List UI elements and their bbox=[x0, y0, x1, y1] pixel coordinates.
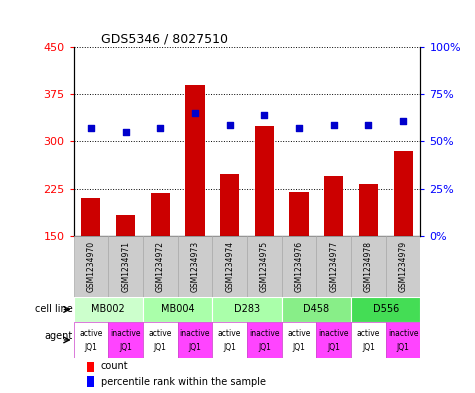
Bar bbox=[212, 322, 247, 358]
Bar bbox=[289, 192, 309, 236]
Text: JQ1: JQ1 bbox=[154, 343, 167, 352]
Bar bbox=[178, 236, 212, 297]
Text: JQ1: JQ1 bbox=[327, 343, 340, 352]
Bar bbox=[108, 322, 143, 358]
Bar bbox=[351, 297, 420, 322]
Bar bbox=[359, 184, 378, 236]
Point bbox=[365, 121, 372, 128]
Text: MB002: MB002 bbox=[91, 305, 125, 314]
Bar bbox=[316, 236, 351, 297]
Text: GSM1234972: GSM1234972 bbox=[156, 241, 165, 292]
Text: inactive: inactive bbox=[318, 329, 349, 338]
Bar bbox=[255, 126, 274, 236]
Text: MB004: MB004 bbox=[161, 305, 194, 314]
Point bbox=[399, 118, 407, 124]
Bar bbox=[351, 236, 386, 297]
Text: active: active bbox=[149, 329, 172, 338]
Bar bbox=[185, 85, 205, 236]
Text: JQ1: JQ1 bbox=[362, 343, 375, 352]
Text: GSM1234975: GSM1234975 bbox=[260, 241, 269, 292]
Bar bbox=[116, 215, 135, 236]
Bar bbox=[282, 322, 316, 358]
Text: GSM1234976: GSM1234976 bbox=[294, 241, 304, 292]
Text: GSM1234971: GSM1234971 bbox=[121, 241, 130, 292]
Point bbox=[226, 121, 234, 128]
Point bbox=[156, 125, 164, 131]
Bar bbox=[143, 322, 178, 358]
Point bbox=[191, 110, 199, 116]
Text: D458: D458 bbox=[304, 305, 330, 314]
Text: GSM1234973: GSM1234973 bbox=[190, 241, 200, 292]
Text: D283: D283 bbox=[234, 305, 260, 314]
Text: cell line: cell line bbox=[35, 305, 73, 314]
Bar bbox=[108, 236, 143, 297]
Text: inactive: inactive bbox=[110, 329, 141, 338]
Text: active: active bbox=[357, 329, 380, 338]
Point bbox=[87, 125, 95, 131]
Bar bbox=[282, 297, 351, 322]
Bar bbox=[282, 236, 316, 297]
Point bbox=[330, 121, 337, 128]
Text: D556: D556 bbox=[372, 305, 399, 314]
Text: JQ1: JQ1 bbox=[85, 343, 97, 352]
Text: JQ1: JQ1 bbox=[258, 343, 271, 352]
Text: active: active bbox=[79, 329, 103, 338]
Text: GSM1234977: GSM1234977 bbox=[329, 241, 338, 292]
Bar bbox=[74, 297, 143, 322]
Text: JQ1: JQ1 bbox=[397, 343, 409, 352]
Bar bbox=[143, 236, 178, 297]
Text: inactive: inactive bbox=[180, 329, 210, 338]
Bar bbox=[324, 176, 343, 236]
Bar bbox=[247, 236, 282, 297]
Bar bbox=[74, 322, 108, 358]
Text: GSM1234979: GSM1234979 bbox=[399, 241, 408, 292]
Point bbox=[122, 129, 129, 135]
Bar bbox=[87, 362, 94, 372]
Text: JQ1: JQ1 bbox=[223, 343, 236, 352]
Text: count: count bbox=[101, 362, 128, 371]
Text: JQ1: JQ1 bbox=[189, 343, 201, 352]
Text: inactive: inactive bbox=[249, 329, 280, 338]
Text: GSM1234974: GSM1234974 bbox=[225, 241, 234, 292]
Bar bbox=[393, 151, 413, 236]
Point bbox=[261, 112, 268, 118]
Text: JQ1: JQ1 bbox=[293, 343, 305, 352]
Bar bbox=[151, 193, 170, 236]
Text: GSM1234970: GSM1234970 bbox=[86, 241, 95, 292]
Text: percentile rank within the sample: percentile rank within the sample bbox=[101, 376, 266, 387]
Bar bbox=[247, 322, 282, 358]
Bar bbox=[87, 376, 94, 387]
Point bbox=[295, 125, 303, 131]
Text: agent: agent bbox=[45, 331, 73, 342]
Bar bbox=[143, 297, 212, 322]
Bar bbox=[212, 236, 247, 297]
Text: active: active bbox=[287, 329, 311, 338]
Bar bbox=[220, 174, 239, 236]
Bar bbox=[386, 236, 420, 297]
Bar bbox=[74, 236, 108, 297]
Text: inactive: inactive bbox=[388, 329, 418, 338]
Bar bbox=[81, 198, 101, 236]
Bar bbox=[351, 322, 386, 358]
Text: JQ1: JQ1 bbox=[119, 343, 132, 352]
Bar bbox=[212, 297, 282, 322]
Bar bbox=[386, 322, 420, 358]
Bar bbox=[316, 322, 351, 358]
Text: active: active bbox=[218, 329, 241, 338]
Text: GDS5346 / 8027510: GDS5346 / 8027510 bbox=[101, 33, 228, 46]
Text: GSM1234978: GSM1234978 bbox=[364, 241, 373, 292]
Bar bbox=[178, 322, 212, 358]
